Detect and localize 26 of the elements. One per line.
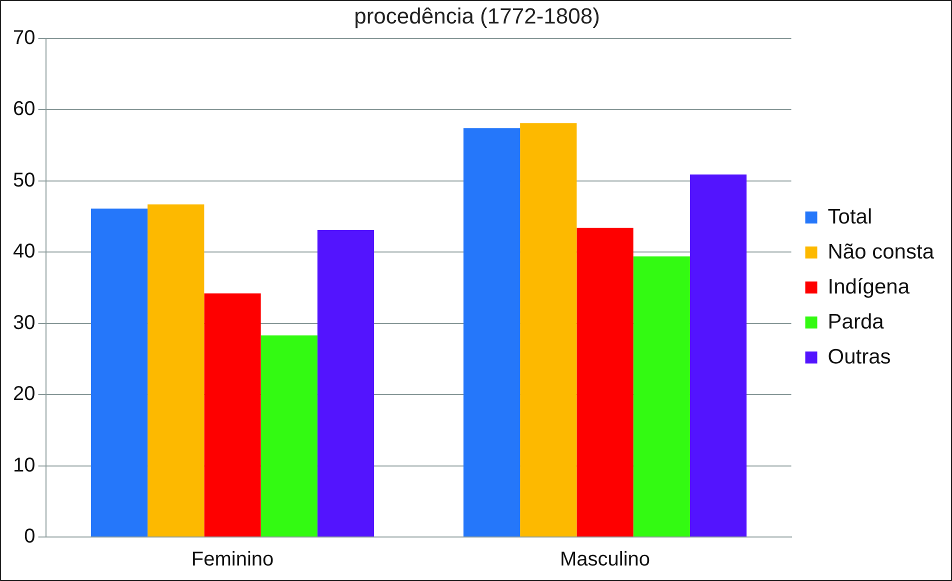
bar xyxy=(90,208,148,536)
bar xyxy=(690,174,747,536)
bar xyxy=(260,335,318,536)
chart-title: procedência (1772-1808) xyxy=(354,3,600,28)
legend-label: Total xyxy=(828,205,872,228)
bar xyxy=(520,123,577,536)
y-tick-label: 30 xyxy=(12,312,36,334)
bar xyxy=(633,256,690,536)
y-tick-label: 70 xyxy=(12,26,36,49)
bar xyxy=(576,228,634,536)
x-tick-label: Masculino xyxy=(560,548,650,571)
y-tick-label: 40 xyxy=(12,240,36,263)
legend-label: Não consta xyxy=(828,240,934,264)
bar xyxy=(148,204,204,536)
y-tick-label: 50 xyxy=(12,169,36,192)
legend-label: Indígena xyxy=(828,275,910,298)
bar xyxy=(463,128,520,536)
x-tick-label: Feminino xyxy=(191,548,274,571)
legend-label: Parda xyxy=(828,310,884,334)
bar xyxy=(317,230,374,536)
y-tick-label: 20 xyxy=(12,383,36,406)
y-tick-label: 0 xyxy=(24,526,36,548)
y-tick-label: 60 xyxy=(12,98,36,120)
y-tick-label: 10 xyxy=(12,454,36,476)
legend-label: Outras xyxy=(828,345,891,368)
bar xyxy=(204,293,261,536)
